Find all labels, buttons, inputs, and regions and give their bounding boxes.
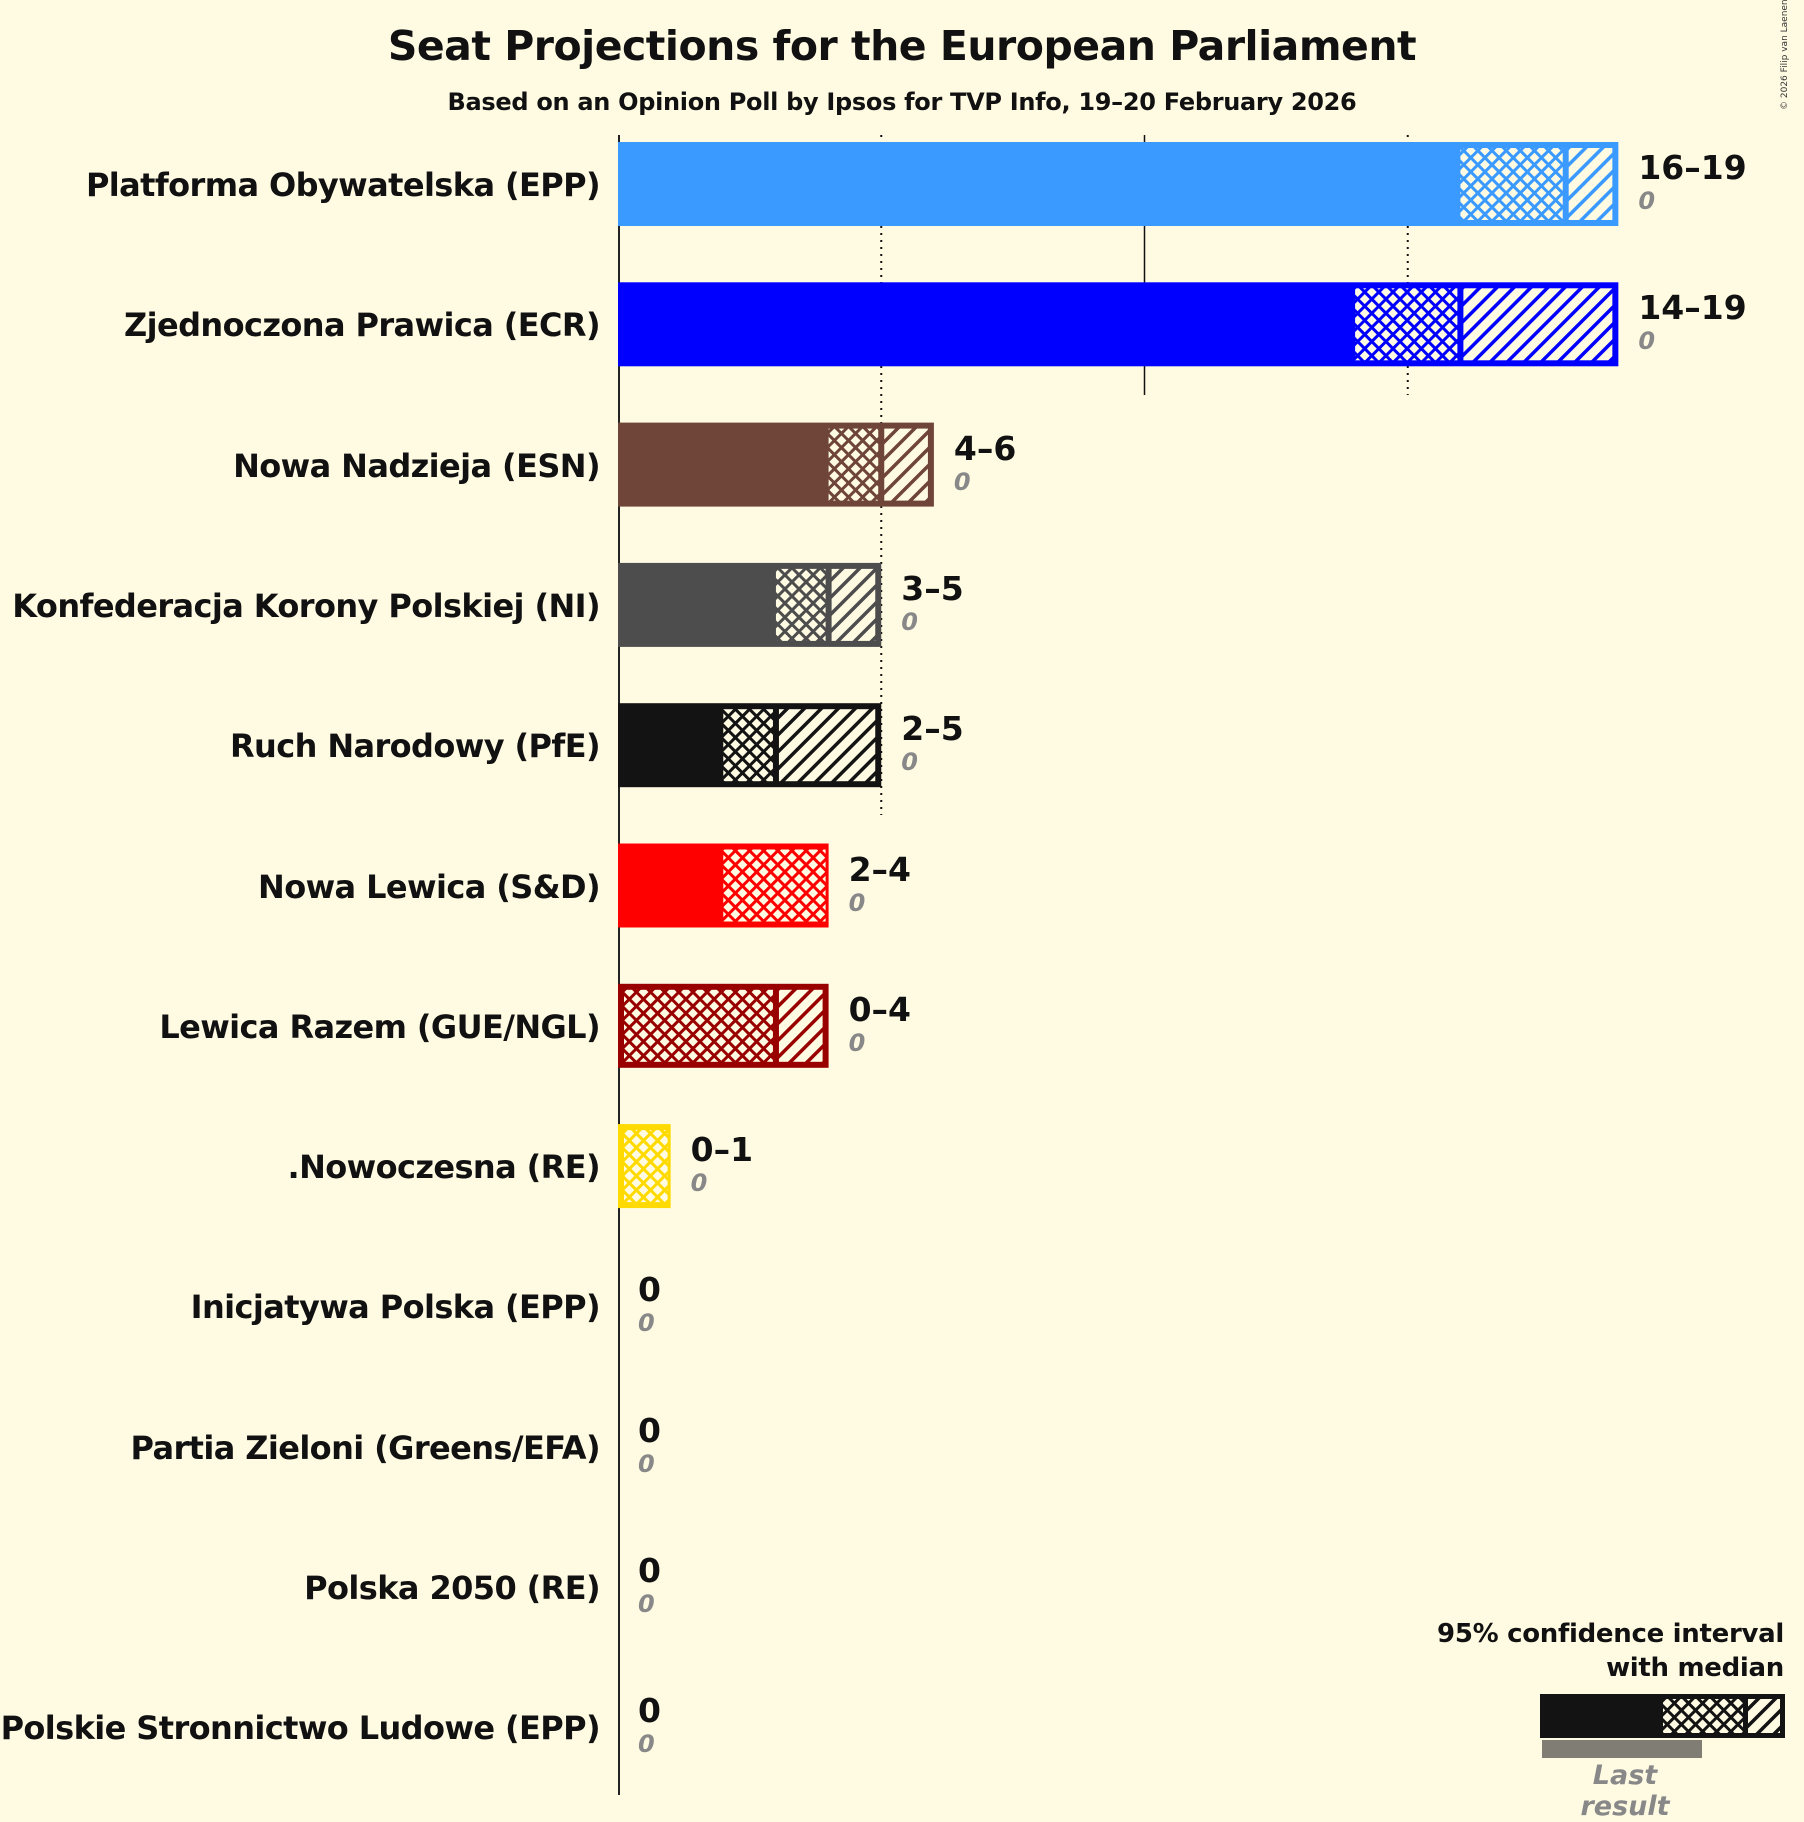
last-result-label: 0 — [638, 1590, 655, 1618]
last-result-label: 0 — [638, 1449, 655, 1478]
last-result-label: 0 — [901, 607, 918, 636]
seat-range-label: 0 — [638, 1691, 661, 1731]
legend-title-line2: with median — [1606, 1653, 1784, 1683]
party-label: Partia Zieloni (Greens/EFA) — [130, 1428, 600, 1467]
party-label: Polskie Stronnictwo Ludowe (EPP) — [0, 1709, 601, 1748]
seat-range-label: 0–1 — [690, 1130, 754, 1170]
upper-range-hatch — [1463, 288, 1613, 361]
bar-0 — [618, 142, 1619, 226]
median-range-hatch — [775, 568, 826, 641]
seat-range-label: 0 — [638, 1270, 661, 1310]
party-label: Konfederacja Korony Polskiej (NI) — [12, 586, 600, 625]
last-result-label: 0 — [690, 1169, 708, 1198]
last-result-label: 0 — [901, 748, 918, 777]
legend-last-result-label: Last result — [1580, 1760, 1670, 1822]
party-label: Polska 2050 (RE) — [304, 1569, 600, 1607]
last-result-label: 0 — [638, 1309, 655, 1338]
bar-7 — [618, 1124, 671, 1209]
median-range-hatch — [624, 1130, 668, 1203]
median-range-hatch — [1460, 148, 1563, 220]
legend-median-hatch — [1663, 1699, 1743, 1733]
upper-range-hatch — [831, 568, 876, 641]
party-label: Inicjatywa Polska (EPP) — [190, 1288, 601, 1327]
legend-upper-hatch — [1748, 1699, 1780, 1733]
seat-range-label: 2–4 — [848, 849, 912, 889]
upper-range-hatch — [884, 428, 928, 501]
median-range-hatch — [828, 428, 879, 501]
party-label: Platforma Obywatelska (EPP) — [85, 166, 601, 204]
bar-4 — [618, 703, 882, 788]
bar-1 — [618, 282, 1619, 367]
last-result-label: 0 — [953, 467, 971, 496]
last-result-label: 0 — [1638, 327, 1656, 356]
last-result-label: 0 — [1638, 187, 1656, 215]
seat-range-label: 0–4 — [848, 989, 912, 1029]
seat-range-label: 3–5 — [901, 568, 964, 608]
seat-range-label: 14–19 — [1638, 288, 1747, 328]
legend-swatch — [1540, 1694, 1785, 1758]
seat-range-label: 16–19 — [1638, 148, 1747, 187]
seat-range-label: 2–5 — [901, 709, 964, 749]
median-range-hatch — [723, 709, 773, 782]
legend-title-line1: 95% confidence interval — [1437, 1619, 1784, 1649]
party-label: .Nowoczesna (RE) — [287, 1148, 601, 1187]
last-result-label: 0 — [848, 1028, 866, 1057]
party-label: Zjednoczona Prawica (ECR) — [124, 306, 601, 345]
party-label: Lewica Razem (GUE/NGL) — [159, 1007, 600, 1046]
median-range-hatch — [624, 989, 773, 1062]
chart-title: Seat Projections for the European Parlia… — [387, 22, 1417, 70]
party-label: Ruch Narodowy (PfE) — [230, 727, 601, 766]
bar-2 — [618, 422, 934, 507]
median-range-hatch — [723, 849, 826, 922]
party-label: Nowa Lewica (S&D) — [258, 867, 601, 906]
last-result-label: 0 — [848, 888, 866, 917]
chart-subtitle: Based on an Opinion Poll by Ipsos for TV… — [447, 88, 1357, 116]
bar-3 — [618, 562, 882, 647]
seat-range-label: 0 — [638, 1410, 661, 1450]
seat-range-label: 4–6 — [953, 428, 1017, 468]
party-label: Nowa Nadzieja (ESN) — [233, 446, 600, 485]
upper-range-hatch — [778, 989, 823, 1062]
last-result-label: 0 — [638, 1730, 655, 1759]
bar-6 — [618, 983, 829, 1068]
legend-title: 95% confidence interval with median — [1437, 1617, 1784, 1685]
legend-last-result-bar — [1542, 1740, 1702, 1758]
upper-range-hatch — [1568, 148, 1613, 220]
seat-range-label: 0 — [638, 1551, 661, 1590]
bar-5 — [618, 843, 829, 928]
median-range-hatch — [1355, 288, 1458, 361]
upper-range-hatch — [778, 709, 876, 782]
